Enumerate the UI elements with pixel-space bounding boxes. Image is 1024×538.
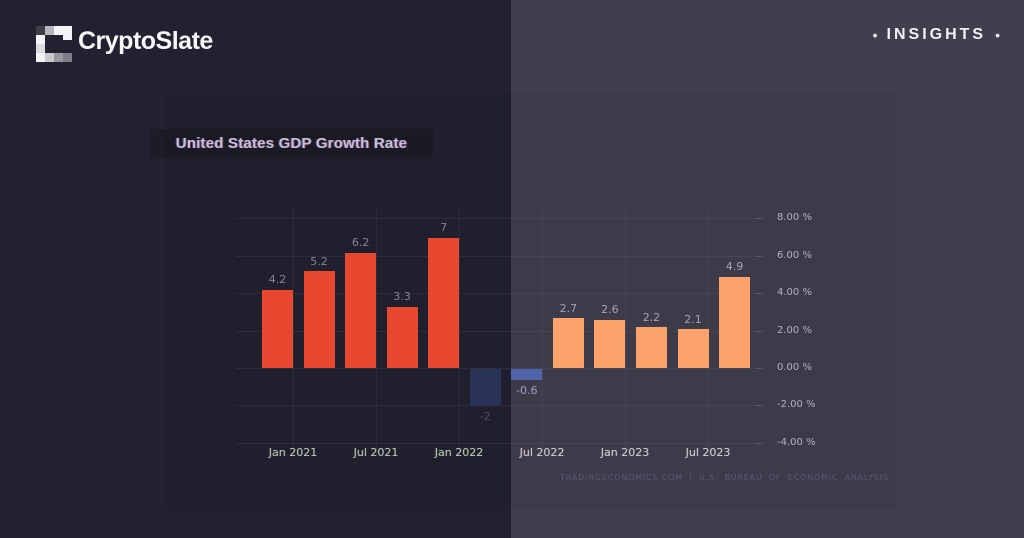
bar	[552, 318, 584, 369]
chart-title: United States GDP Growth Rate	[175, 134, 408, 152]
y-axis-tick-label: 6.00 %	[777, 249, 812, 261]
y-axis-tick-label: 8.00 %	[777, 212, 812, 224]
background-left-dark	[0, 0, 511, 538]
x-axis-tick-label: Jul 2021	[353, 446, 399, 459]
bar-value-label: 2.1	[684, 312, 702, 326]
bar	[469, 368, 501, 406]
y-axis-tick-label: -4.00 %	[777, 436, 816, 448]
gridline-vertical	[292, 209, 294, 455]
bar	[719, 276, 751, 369]
chart-source-attribution: TRADINGECONOMICS.COM | U.S. BUREAU OF EC…	[560, 473, 889, 482]
insights-badge: • INSIGHTS •	[873, 25, 1000, 45]
insights-bullet-left: •	[872, 27, 878, 43]
gridline-horizontal	[235, 330, 760, 332]
bar-value-label: 2.6	[601, 303, 619, 317]
gridline-horizontal	[235, 293, 760, 295]
gridline-horizontal	[235, 442, 760, 444]
bar-value-label: 2.7	[559, 301, 578, 315]
bar-value-label: 4.2	[268, 273, 287, 287]
y-axis-tick-mark	[757, 368, 763, 369]
cryptoslate-logo: CryptoSlate	[36, 24, 286, 64]
cryptoslate-logo-text: CryptoSlate	[78, 27, 213, 55]
gridline-horizontal	[235, 405, 760, 407]
bar-value-label: 4.9	[725, 260, 744, 274]
bar	[635, 327, 667, 369]
bar-value-label: 6.2	[351, 236, 370, 250]
y-axis-tick-mark	[757, 255, 763, 257]
y-axis-tick-label: 2.00 %	[777, 324, 812, 336]
bar-value-label: 2.2	[642, 310, 661, 324]
y-axis-tick-label: 4.00 %	[777, 287, 812, 299]
bar-value-label: -2	[479, 409, 491, 423]
background-right-light	[511, 0, 1024, 538]
bar-value-label: 5.2	[310, 254, 328, 268]
insights-label: INSIGHTS	[886, 26, 987, 43]
bar	[345, 252, 377, 369]
y-axis-tick-mark	[757, 330, 763, 332]
bar	[262, 289, 293, 369]
bar	[428, 237, 460, 369]
gridline-vertical	[541, 209, 543, 455]
bar	[303, 271, 335, 369]
bar-value-label: 7	[440, 221, 448, 235]
gridline-horizontal	[235, 218, 760, 220]
chart-title-strip: United States GDP Growth Rate	[150, 129, 433, 157]
y-axis-tick-mark	[757, 442, 763, 444]
y-axis-tick-mark	[757, 293, 763, 295]
bar	[677, 329, 709, 369]
y-axis-tick-mark	[757, 405, 763, 407]
bar	[511, 368, 543, 380]
x-axis-tick-label: Jul 2023	[685, 446, 731, 459]
x-axis-tick-label: Jan 2022	[434, 446, 484, 459]
bar	[386, 306, 418, 369]
x-axis-tick-label: Jan 2023	[600, 446, 650, 459]
y-axis-tick-mark	[757, 218, 763, 220]
y-axis-tick-label: -2.00 %	[777, 399, 816, 411]
bar-value-label: 3.3	[393, 290, 411, 304]
x-axis-tick-label: Jul 2022	[519, 446, 565, 459]
x-axis-tick-label: Jan 2021	[268, 446, 318, 459]
bar	[594, 319, 626, 369]
bar-value-label: -0.6	[516, 383, 538, 397]
cryptoslate-logo-icon	[36, 26, 73, 63]
insights-bullet-right: •	[995, 27, 1000, 43]
gridline-horizontal	[235, 255, 760, 257]
y-axis-tick-label: 0.00 %	[777, 362, 812, 373]
